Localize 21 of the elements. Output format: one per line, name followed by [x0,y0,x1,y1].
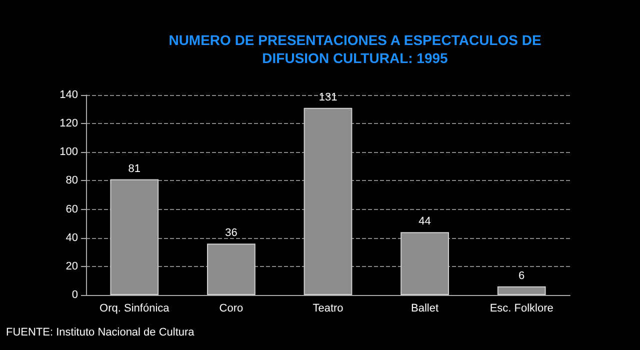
chart-title: NUMERO DE PRESENTACIONES A ESPECTACULOS DE DIFUSION CULTURAL: 1995 [168,32,542,66]
bar [497,286,546,295]
y-tick-label: 140 [60,89,78,101]
y-tick-label: 80 [66,174,78,187]
y-tick-label: 0 [72,289,78,301]
x-tick-label: Orq. Sinfónica [100,302,170,314]
x-tick-label: Teatro [312,302,344,314]
data-label: 6 [518,270,525,282]
y-tick-label: 120 [60,118,78,130]
x-tick-label: Esc. Folklore [490,302,554,314]
data-label: 36 [225,227,238,240]
data-label: 81 [128,162,141,175]
x-tick-label: Coro [219,302,244,314]
y-tick-label: 40 [66,232,78,244]
data-label: 44 [418,216,431,228]
y-tick-label: 20 [66,260,78,272]
x-tick-label: Ballet [411,302,439,314]
data-label: 131 [318,91,338,104]
y-tick-label: 60 [66,203,78,216]
y-tick-label: 100 [60,146,78,158]
source-note: FUENTE: Instituto Nacional de Cultura [6,326,196,338]
